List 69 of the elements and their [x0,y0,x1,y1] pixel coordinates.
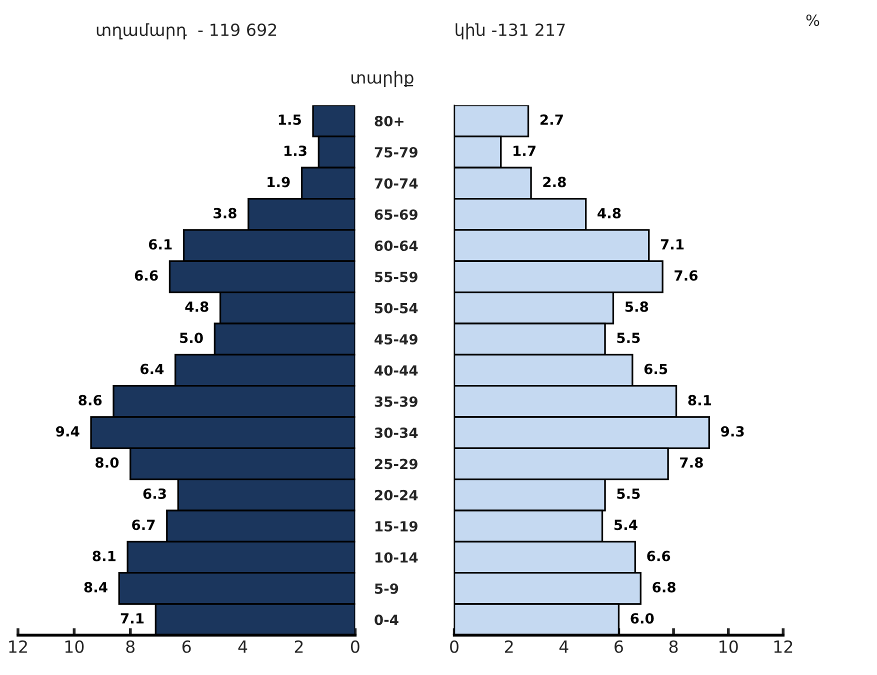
data-label: 2.8 [543,176,566,188]
y-tick-label: 45-49 [374,334,418,345]
y-tick-label: 65-69 [374,209,418,220]
x-tick-label: 10 [65,640,84,653]
data-label: 4.8 [185,301,208,312]
data-label: 9.3 [720,426,744,437]
data-label: 8.1 [92,550,116,562]
text: % [806,14,820,26]
x-tick-label: 4 [238,640,248,653]
data-label: 7.1 [120,613,144,624]
x-tick-label: 10 [720,640,738,653]
data-label: 6.3 [143,488,166,499]
data-label: 6.4 [140,364,164,374]
data-label: 5.5 [617,488,640,499]
x-tick-label: 8 [669,640,678,653]
x-tick-label: 4 [559,640,568,653]
data-label: 9.4 [56,426,80,437]
y-tick-label: 0-4 [374,614,398,626]
x-tick-label: 2 [505,640,513,653]
data-label: 7.6 [674,270,698,281]
data-label: 5.5 [617,332,640,344]
y-tick-label: 30-34 [374,428,418,438]
data-label: 8.4 [84,582,108,592]
data-label: 6.5 [644,364,668,374]
x-tick-label: 2 [294,640,303,653]
y-tick-label: 15-19 [376,521,418,532]
data-label: 6.6 [647,550,670,562]
y-tick-label: 70-74 [374,178,418,189]
x-tick-label: 12 [774,640,792,653]
y-tick-label: 55-59 [375,272,418,282]
data-label: 8.1 [688,394,712,406]
y-tick-label: 20-24 [375,490,418,500]
data-label: 3.8 [214,208,236,218]
y-tick-label: 75-79 [374,147,418,158]
data-label: 8.0 [96,457,119,468]
y-tick-label: 5-9 [375,583,398,594]
data-label: 1.5 [278,114,301,125]
chart-title: կին -131 217 [456,23,565,40]
data-label: 2.7 [540,114,563,125]
data-label: 6.0 [630,613,654,624]
data-label: 7.8 [680,457,703,468]
x-tick-label: 8 [126,640,135,653]
x-tick-label: 6 [614,640,623,653]
data-label: 8.6 [78,394,102,406]
y-tick-label: 80+ [374,116,404,126]
data-label: 6.8 [652,582,676,592]
y-tick-label: 25-29 [375,458,418,470]
x-tick-label: 12 [9,640,27,653]
data-label: 5.8 [625,301,648,312]
x-tick-label: 0 [450,640,458,653]
chart-title: տղամարդ - 119 692 [96,23,276,40]
data-label: 1.3 [284,146,306,156]
x-tick-label: 0 [350,640,360,653]
data-label: 6.6 [134,270,158,281]
x-tick-label: 6 [182,640,191,653]
y-tick-label: 50-54 [375,302,418,314]
data-label: 5.4 [614,520,638,530]
y-tick-label: 10-14 [376,552,418,563]
data-label: 7.1 [660,239,684,250]
y-tick-label: 40-44 [374,365,418,376]
data-label: 1.9 [268,176,290,188]
data-label: 6.1 [148,239,172,250]
data-label: 1.7 [514,146,536,156]
y-tick-label: 60-64 [374,240,418,252]
data-label: 6.7 [132,520,155,530]
data-label: 5.0 [180,332,203,344]
y-tick-label: 35-39 [374,396,418,407]
y-axis-title: տարիք [351,70,414,87]
data-label: 4.8 [598,208,621,218]
